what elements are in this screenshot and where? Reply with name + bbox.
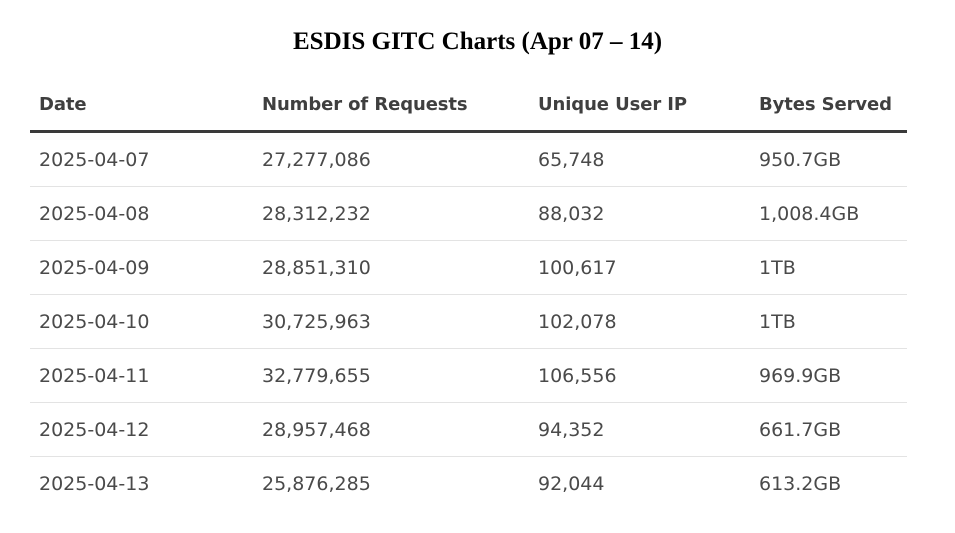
- cell-bytes-served: 969.9GB: [759, 364, 842, 387]
- cell-unique-ip: 94,352: [538, 418, 605, 441]
- table-row: 2025-04-11 32,779,655 106,556 969.9GB: [30, 349, 907, 403]
- table-row: 2025-04-08 28,312,232 88,032 1,008.4GB: [30, 187, 907, 241]
- cell-date: 2025-04-13: [39, 473, 150, 495]
- cell-bytes-served: 613.2GB: [759, 473, 842, 495]
- table-row: 2025-04-12 28,957,468 94,352 661.7GB: [30, 403, 907, 457]
- table-row: 2025-04-07 27,277,086 65,748 950.7GB: [30, 133, 907, 187]
- cell-unique-ip: 102,078: [538, 310, 617, 333]
- cell-date: 2025-04-11: [39, 364, 150, 387]
- cell-unique-ip: 100,617: [538, 256, 617, 279]
- cell-requests: 28,312,232: [262, 202, 371, 225]
- cell-date: 2025-04-07: [39, 148, 150, 171]
- cell-bytes-served: 1TB: [759, 256, 796, 279]
- cell-bytes-served: 1,008.4GB: [759, 202, 860, 225]
- cell-unique-ip: 88,032: [538, 202, 605, 225]
- column-header-unique-ip[interactable]: Unique User IP: [538, 93, 687, 115]
- column-header-bytes-served[interactable]: Bytes Served: [759, 93, 892, 115]
- column-header-date[interactable]: Date: [39, 93, 87, 115]
- cell-requests: 28,851,310: [262, 256, 371, 279]
- table-row: 2025-04-13 25,876,285 92,044 613.2GB: [30, 457, 907, 511]
- cell-date: 2025-04-12: [39, 418, 150, 441]
- cell-date: 2025-04-09: [39, 256, 150, 279]
- cell-unique-ip: 106,556: [538, 364, 617, 387]
- cell-date: 2025-04-08: [39, 202, 150, 225]
- cell-requests: 30,725,963: [262, 310, 371, 333]
- cell-unique-ip: 65,748: [538, 148, 605, 171]
- table-header-row: Date Number of Requests Unique User IP B…: [30, 78, 907, 133]
- cell-requests: 27,277,086: [262, 148, 371, 171]
- cell-bytes-served: 950.7GB: [759, 148, 842, 171]
- cell-date: 2025-04-10: [39, 310, 150, 333]
- cell-unique-ip: 92,044: [538, 473, 605, 495]
- page-title: ESDIS GITC Charts (Apr 07 – 14): [292, 28, 663, 55]
- cell-bytes-served: 661.7GB: [759, 418, 842, 441]
- stats-table: Date Number of Requests Unique User IP B…: [30, 78, 907, 511]
- cell-requests: 28,957,468: [262, 418, 371, 441]
- table-row: 2025-04-09 28,851,310 100,617 1TB: [30, 241, 907, 295]
- cell-requests: 32,779,655: [262, 364, 371, 387]
- table-row: 2025-04-10 30,725,963 102,078 1TB: [30, 295, 907, 349]
- cell-requests: 25,876,285: [262, 473, 371, 495]
- cell-bytes-served: 1TB: [759, 310, 796, 333]
- column-header-requests[interactable]: Number of Requests: [262, 93, 468, 115]
